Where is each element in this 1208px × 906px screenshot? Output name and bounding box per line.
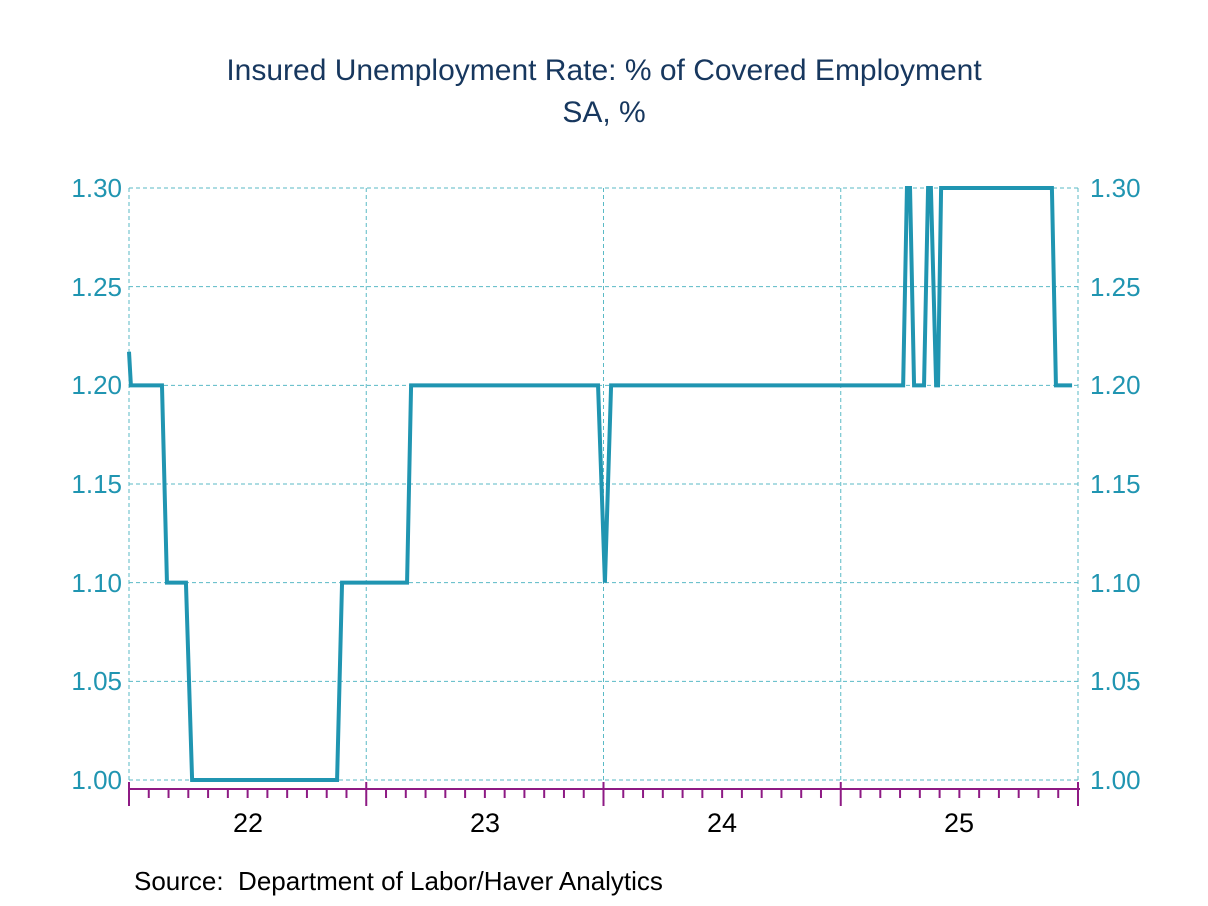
y-axis-tick-label-right: 1.10: [1090, 568, 1141, 598]
y-axis-tick-label-left: 1.25: [71, 272, 122, 302]
x-axis-tick-label: 24: [706, 808, 738, 838]
y-axis-tick-label-right: 1.05: [1090, 666, 1141, 696]
y-axis-tick-label-left: 1.00: [71, 765, 122, 795]
x-axis-tick-label: 22: [232, 808, 264, 838]
y-axis-tick-label-left: 1.15: [71, 469, 122, 499]
y-axis-tick-label-right: 1.15: [1090, 469, 1141, 499]
y-axis-tick-label-right: 1.30: [1090, 173, 1141, 203]
chart-title-line1: Insured Unemployment Rate: % of Covered …: [226, 54, 982, 87]
y-axis-tick-label-left: 1.30: [71, 173, 122, 203]
y-axis-tick-label-right: 1.00: [1090, 765, 1141, 795]
y-axis-tick-label-left: 1.20: [71, 370, 122, 400]
chart-title: Insured Unemployment Rate: % of Covered …: [0, 50, 1208, 134]
chart-title-line2: SA, %: [562, 96, 646, 129]
y-axis-tick-label-left: 1.05: [71, 666, 122, 696]
x-axis-tick-label: 23: [469, 808, 501, 838]
x-axis-tick-label: 25: [943, 808, 975, 838]
y-axis-tick-label-right: 1.20: [1090, 370, 1141, 400]
source-note: Source: Department of Labor/Haver Analyt…: [134, 866, 663, 896]
data-line: [127, 186, 1073, 782]
y-axis-tick-label-left: 1.10: [71, 568, 122, 598]
y-axis-tick-label-right: 1.25: [1090, 272, 1141, 302]
